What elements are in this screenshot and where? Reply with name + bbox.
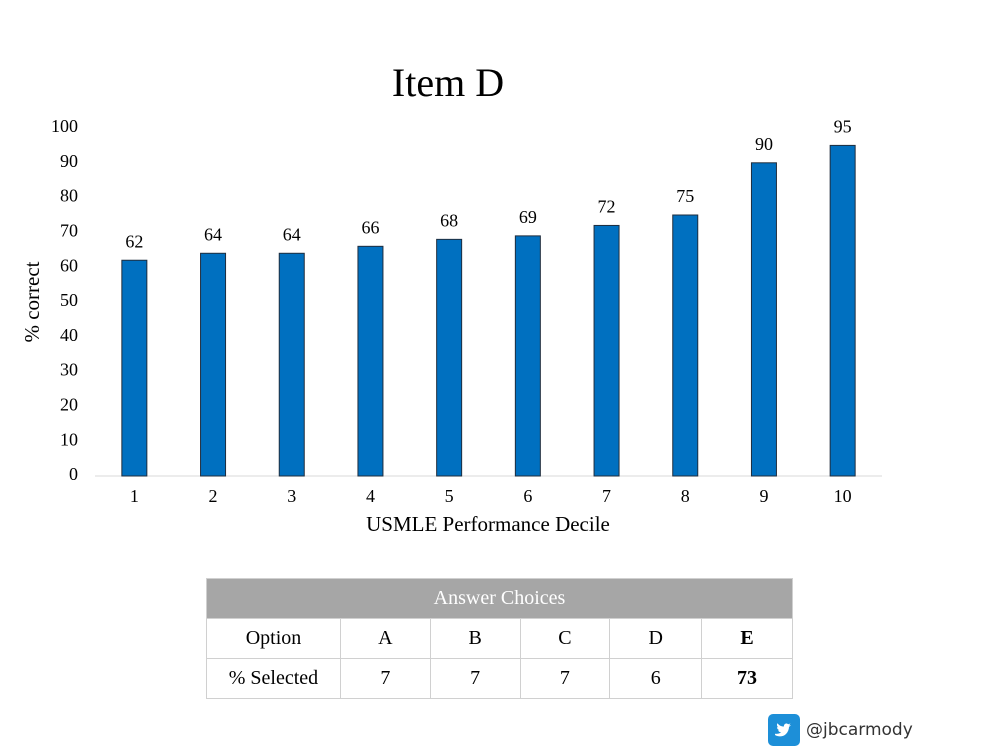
bar xyxy=(436,238,463,477)
bar xyxy=(357,245,384,477)
y-tick-label: 20 xyxy=(60,395,78,415)
twitter-handle: @jbcarmody xyxy=(806,720,913,740)
table-cell: 7 xyxy=(429,658,521,699)
y-tick-label: 0 xyxy=(69,464,78,484)
footer: @jbcarmody xyxy=(768,714,913,746)
table-cell: 7 xyxy=(339,658,431,699)
bar xyxy=(829,144,856,477)
y-tick-label: 70 xyxy=(60,221,78,241)
x-tick-label: 9 xyxy=(759,486,768,506)
table-cell: E xyxy=(701,618,793,659)
bar xyxy=(514,235,541,477)
table-cell: A xyxy=(339,618,431,659)
y-tick-label: 60 xyxy=(60,255,78,275)
data-label: 90 xyxy=(755,134,773,154)
data-label: 69 xyxy=(519,207,537,227)
table-row: % Selected 7 7 7 6 73 xyxy=(206,658,793,699)
bar xyxy=(593,224,620,477)
bar xyxy=(750,162,777,477)
table-cell: 73 xyxy=(701,658,793,699)
y-tick-label: 80 xyxy=(60,186,78,206)
chart: Item D USMLE Performance Decile % correc… xyxy=(20,60,882,536)
bar xyxy=(278,252,305,477)
y-tick-label: 40 xyxy=(60,325,78,345)
data-label: 68 xyxy=(440,210,458,230)
chart-title: Item D xyxy=(392,60,504,105)
x-tick-label: 7 xyxy=(602,486,611,506)
table-cell: 6 xyxy=(609,658,703,699)
table-cell: 7 xyxy=(519,658,611,699)
data-label: 72 xyxy=(598,197,616,217)
data-label: 75 xyxy=(676,186,694,206)
table-cell: Option xyxy=(206,618,341,659)
answer-table: Answer Choices Option A B C D E% Selected 7 7 7 6 7… xyxy=(206,578,793,699)
twitter-icon xyxy=(768,714,800,746)
data-label: 64 xyxy=(283,224,301,244)
bar xyxy=(121,259,148,477)
x-tick-label: 3 xyxy=(287,486,296,506)
x-tick-label: 2 xyxy=(209,486,218,506)
bar xyxy=(200,252,227,477)
x-tick-label: 1 xyxy=(130,486,139,506)
y-tick-label: 10 xyxy=(60,429,78,449)
data-label: 64 xyxy=(204,224,222,244)
y-tick-label: 90 xyxy=(60,151,78,171)
y-tick-label: 50 xyxy=(60,290,78,310)
table-title: Answer Choices xyxy=(206,578,793,619)
y-tick-label: 30 xyxy=(60,360,78,380)
table-cell: D xyxy=(609,618,703,659)
x-axis-label: USMLE Performance Decile xyxy=(366,512,610,536)
x-tick-label: 5 xyxy=(445,486,454,506)
x-tick-label: 6 xyxy=(523,486,532,506)
table-cell: B xyxy=(429,618,521,659)
y-axis-label: % correct xyxy=(20,261,44,342)
y-tick-label: 100 xyxy=(51,116,78,136)
data-label: 62 xyxy=(125,231,143,251)
x-tick-label: 4 xyxy=(366,486,375,506)
data-label: 95 xyxy=(834,117,852,137)
x-tick-label: 8 xyxy=(681,486,690,506)
table-header-row: Answer Choices xyxy=(206,578,793,619)
x-tick-label: 10 xyxy=(834,486,852,506)
bar xyxy=(672,214,699,477)
table-cell: % Selected xyxy=(206,658,341,699)
table-row: Option A B C D E xyxy=(206,618,793,659)
data-label: 66 xyxy=(361,217,379,237)
table-cell: C xyxy=(519,618,611,659)
